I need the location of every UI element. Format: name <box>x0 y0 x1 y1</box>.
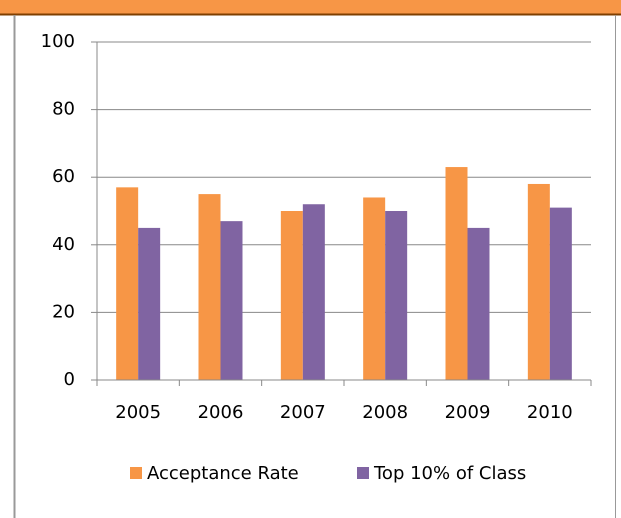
legend-label: Acceptance Rate <box>147 463 299 484</box>
legend-swatch <box>357 467 369 479</box>
legend-swatch <box>130 467 142 479</box>
bar <box>445 167 468 380</box>
bar <box>363 197 386 380</box>
y-tick-label: 40 <box>52 234 75 255</box>
bar <box>527 183 550 380</box>
bar <box>385 211 408 380</box>
bar <box>116 187 139 380</box>
bar <box>549 207 572 380</box>
y-tick-label: 80 <box>52 99 75 120</box>
x-tick-label: 2010 <box>527 402 573 423</box>
x-tick-label: 2008 <box>362 402 408 423</box>
bar <box>467 227 490 380</box>
y-tick-label: 60 <box>52 166 75 187</box>
legend-label: Top 10% of Class <box>373 463 526 484</box>
x-tick-label: 2007 <box>280 402 326 423</box>
header-band <box>0 0 621 14</box>
y-tick-label: 100 <box>41 31 75 52</box>
bar <box>302 204 325 380</box>
x-tick-label: 2009 <box>445 402 491 423</box>
bar <box>280 211 303 380</box>
bar <box>138 227 161 380</box>
x-tick-label: 2006 <box>198 402 244 423</box>
y-tick-label: 20 <box>52 301 75 322</box>
bar <box>198 194 221 380</box>
y-tick-label: 0 <box>64 369 75 390</box>
bar <box>220 221 243 380</box>
x-tick-label: 2005 <box>115 402 161 423</box>
